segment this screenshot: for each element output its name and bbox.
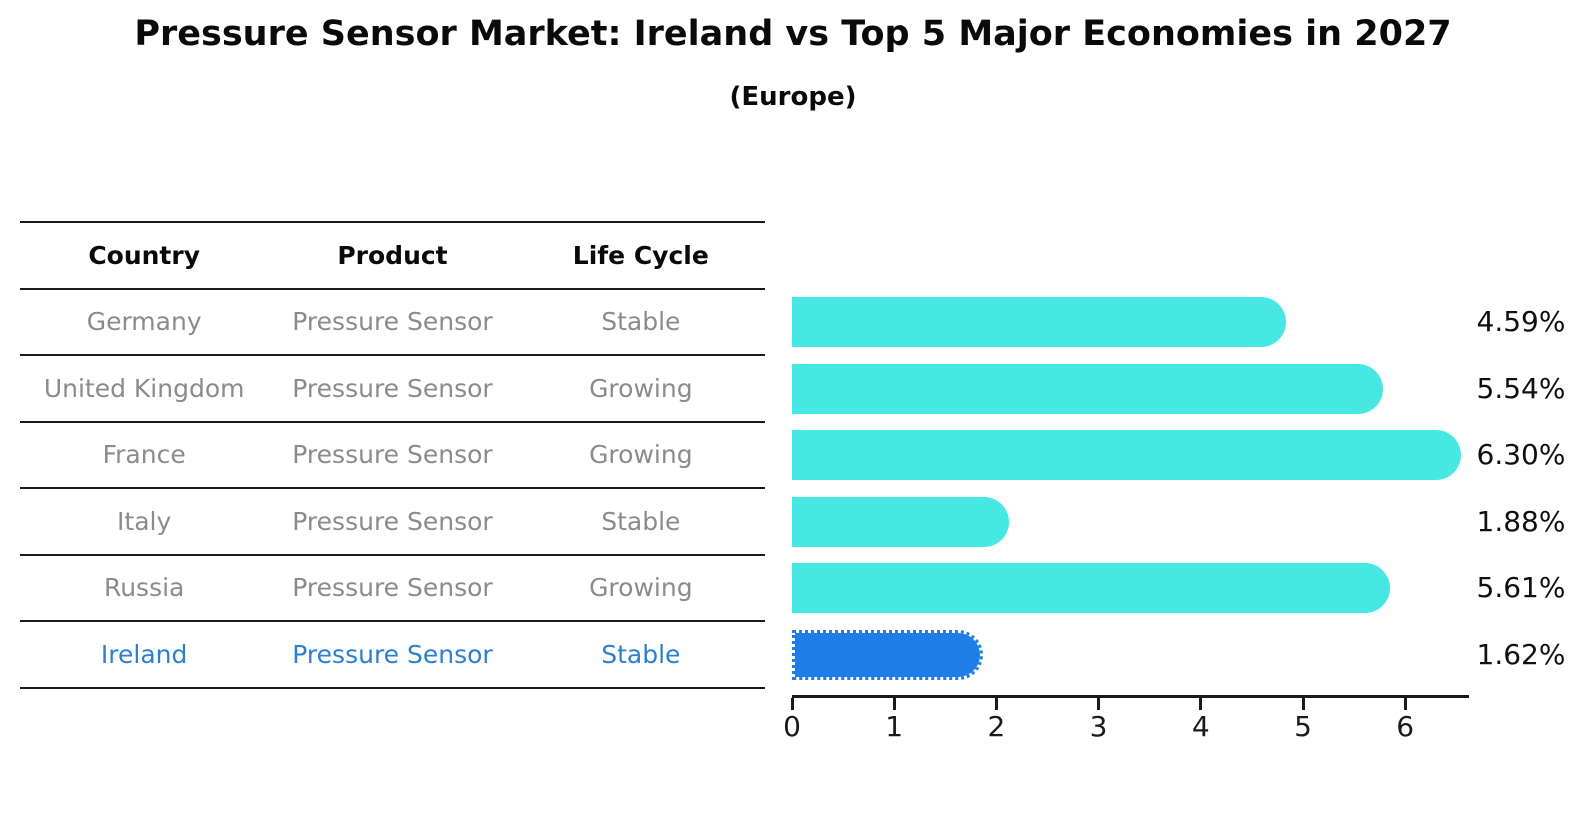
x-tick-label-4: 4 <box>1191 710 1210 743</box>
x-tick-label-0: 0 <box>783 710 801 743</box>
table-cell-product: Pressure Sensor <box>292 440 493 470</box>
table-cell-country: Germany <box>86 307 202 337</box>
country-table: Country Product Life Cycle Germany Press… <box>20 221 765 689</box>
table-cell-country: Russia <box>103 573 185 603</box>
bar-ireland <box>792 629 983 680</box>
table-cell-lifecycle: Stable <box>601 307 681 337</box>
x-tick-1 <box>892 698 896 710</box>
x-tick-0 <box>790 698 794 710</box>
table-row: France Pressure Sensor Growing <box>20 423 765 489</box>
table-header-lifecycle: Life Cycle <box>572 240 709 270</box>
value-label-france: 6.30% <box>1476 438 1566 471</box>
table-row: Ireland Pressure Sensor Stable <box>20 622 765 689</box>
x-tick-2 <box>994 698 998 710</box>
table-cell-lifecycle: Stable <box>601 506 681 536</box>
bar-germany <box>792 297 1287 347</box>
table-cell-product: Pressure Sensor <box>292 506 493 536</box>
table-header-product: Product <box>337 240 448 270</box>
table-cell-product: Pressure Sensor <box>292 573 493 603</box>
table-cell-product: Pressure Sensor <box>292 373 493 403</box>
table-cell-country: France <box>102 440 186 470</box>
table-body: Germany Pressure Sensor Stable United Ki… <box>20 290 765 689</box>
bar-italy <box>792 496 1010 547</box>
x-tick-4 <box>1199 698 1203 710</box>
value-label-ireland: 1.62% <box>1476 637 1566 671</box>
table-cell-product: Pressure Sensor <box>292 639 493 669</box>
value-label-united-kingdom: 5.54% <box>1476 371 1566 405</box>
chart-title: Pressure Sensor Market: Ireland vs Top 5… <box>134 14 1452 54</box>
x-tick-6 <box>1403 698 1407 710</box>
x-tick-label-2: 2 <box>987 710 1006 743</box>
x-tick-3 <box>1097 698 1101 710</box>
x-tick-label-5: 5 <box>1294 710 1312 743</box>
table-header-country: Country <box>88 240 201 270</box>
x-tick-label-3: 3 <box>1089 710 1108 743</box>
table-row: Russia Pressure Sensor Growing <box>20 556 765 622</box>
table-cell-lifecycle: Growing <box>589 440 693 470</box>
bar-france <box>792 430 1461 480</box>
bar-chart: 4.59% 5.54% 6.30% 1.88% 5.61% 1.62% <box>792 289 1565 689</box>
bar-united-kingdom <box>792 363 1384 414</box>
table-cell-country: United Kingdom <box>43 373 245 403</box>
value-label-germany: 4.59% <box>1476 305 1566 338</box>
table-cell-product: Pressure Sensor <box>292 307 493 337</box>
x-tick-label-1: 1 <box>885 710 904 743</box>
value-label-russia: 5.61% <box>1476 571 1566 604</box>
table-cell-country: Italy <box>117 506 172 536</box>
table-cell-lifecycle: Stable <box>601 639 681 669</box>
table-cell-lifecycle: Growing <box>589 373 693 403</box>
table-row: Italy Pressure Sensor Stable <box>20 489 765 556</box>
chart-subtitle: (Europe) <box>729 82 857 112</box>
value-label-italy: 1.88% <box>1476 504 1566 538</box>
x-tick-5 <box>1301 698 1305 710</box>
x-axis-line <box>792 695 1469 698</box>
table-cell-lifecycle: Growing <box>589 573 693 603</box>
table-cell-country: Ireland <box>100 639 188 669</box>
x-tick-label-6: 6 <box>1396 710 1415 743</box>
bar-russia <box>792 563 1391 613</box>
table-header-row: Country Product Life Cycle <box>20 223 765 290</box>
table-row: United Kingdom Pressure Sensor Growing <box>20 356 765 423</box>
table-row: Germany Pressure Sensor Stable <box>20 290 765 356</box>
